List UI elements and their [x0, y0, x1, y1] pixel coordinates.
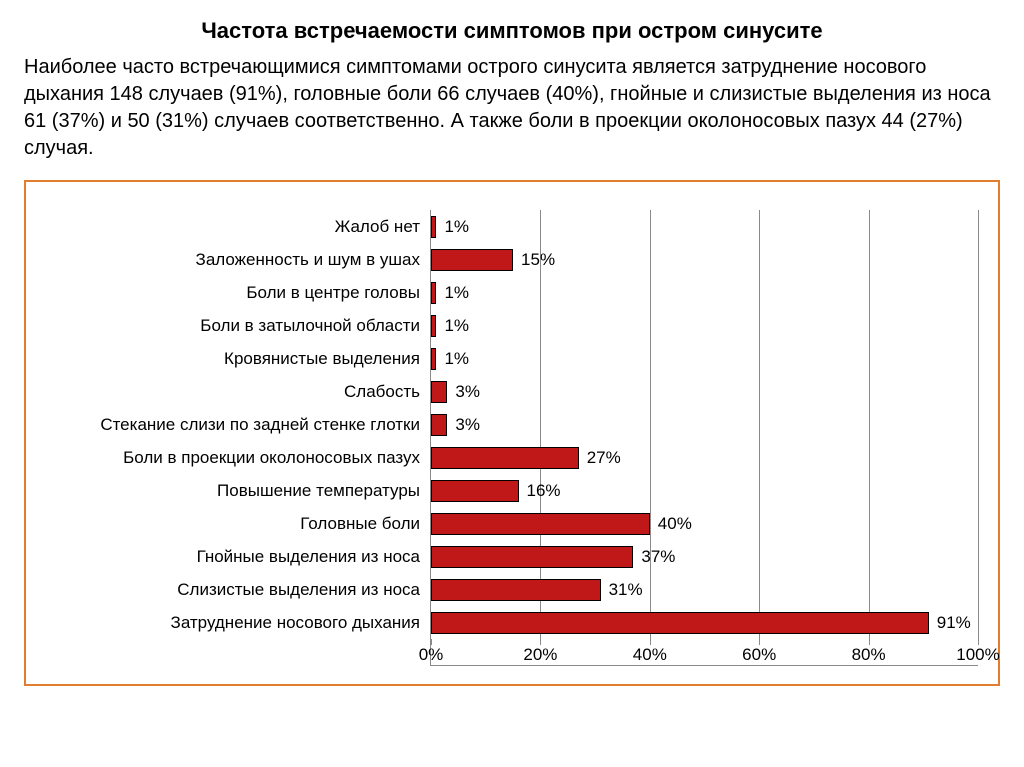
bar-value-label: 91% [937, 613, 971, 633]
x-axis-ticks: 0%20%40%60%80%100% [431, 639, 978, 665]
y-axis-label: Стекание слизи по задней стенке глотки [40, 408, 430, 441]
bar-value-label: 31% [609, 580, 643, 600]
bar-value-label: 1% [444, 283, 469, 303]
bar-value-label: 37% [641, 547, 675, 567]
bar-row: 91% [431, 606, 978, 639]
y-axis-label: Заложенность и шум в ушах [40, 243, 430, 276]
bar [431, 381, 447, 403]
x-tick-label: 100% [956, 645, 999, 665]
bar [431, 480, 519, 502]
y-axis-label: Слабость [40, 375, 430, 408]
bar-value-label: 3% [455, 415, 480, 435]
bar-value-label: 3% [455, 382, 480, 402]
bar-value-label: 15% [521, 250, 555, 270]
chart-area: Жалоб нетЗаложенность и шум в ушахБоли в… [40, 210, 978, 666]
bar-row: 3% [431, 375, 978, 408]
bar [431, 414, 447, 436]
x-tick-label: 0% [419, 645, 444, 665]
bar [431, 546, 633, 568]
y-axis-label: Повышение температуры [40, 474, 430, 507]
page-title: Частота встречаемости симптомов при остр… [24, 18, 1000, 44]
x-tick-label: 20% [523, 645, 557, 665]
gridline [978, 210, 979, 639]
x-tick-label: 80% [852, 645, 886, 665]
y-axis-label: Головные боли [40, 507, 430, 540]
x-tick-label: 60% [742, 645, 776, 665]
bar-row: 1% [431, 276, 978, 309]
bar [431, 315, 436, 337]
bar [431, 348, 436, 370]
y-axis-label: Жалоб нет [40, 210, 430, 243]
bar [431, 249, 513, 271]
bar-row: 37% [431, 540, 978, 573]
bar [431, 612, 929, 634]
plot-area: 1%15%1%1%1%3%3%27%16%40%37%31%91% 0%20%4… [430, 210, 978, 666]
y-axis-label: Слизистые выделения из носа [40, 573, 430, 606]
y-axis-label: Боли в проекции околоносовых пазух [40, 441, 430, 474]
bar-value-label: 16% [527, 481, 561, 501]
x-tick-label: 40% [633, 645, 667, 665]
page-description: Наиболее часто встречающимися симптомами… [24, 54, 1000, 162]
bar-row: 15% [431, 243, 978, 276]
bar [431, 579, 601, 601]
bar [431, 513, 650, 535]
bar-row: 1% [431, 342, 978, 375]
bar-value-label: 1% [444, 316, 469, 336]
chart-frame: Жалоб нетЗаложенность и шум в ушахБоли в… [24, 180, 1000, 686]
y-axis-label: Гнойные выделения из носа [40, 540, 430, 573]
bar-row: 1% [431, 210, 978, 243]
bar-value-label: 27% [587, 448, 621, 468]
bar [431, 282, 436, 304]
y-axis-label: Кровянистые выделения [40, 342, 430, 375]
bar [431, 447, 579, 469]
bar-row: 31% [431, 573, 978, 606]
y-axis-label: Затруднение носового дыхания [40, 606, 430, 639]
bar-row: 3% [431, 408, 978, 441]
y-axis-label: Боли в затылочной области [40, 309, 430, 342]
bar-value-label: 40% [658, 514, 692, 534]
bar [431, 216, 436, 238]
bar-row: 16% [431, 474, 978, 507]
bars-container: 1% 15% 1% 1% 1% 3% 3% 27% 16% 40% 37% 31% 91% [431, 210, 978, 639]
y-axis-labels: Жалоб нетЗаложенность и шум в ушахБоли в… [40, 210, 430, 666]
bar-value-label: 1% [444, 217, 469, 237]
page: Частота встречаемости симптомов при остр… [0, 0, 1024, 767]
bar-value-label: 1% [444, 349, 469, 369]
y-axis-label: Боли в центре головы [40, 276, 430, 309]
bar-row: 27% [431, 441, 978, 474]
bar-row: 1% [431, 309, 978, 342]
bar-row: 40% [431, 507, 978, 540]
